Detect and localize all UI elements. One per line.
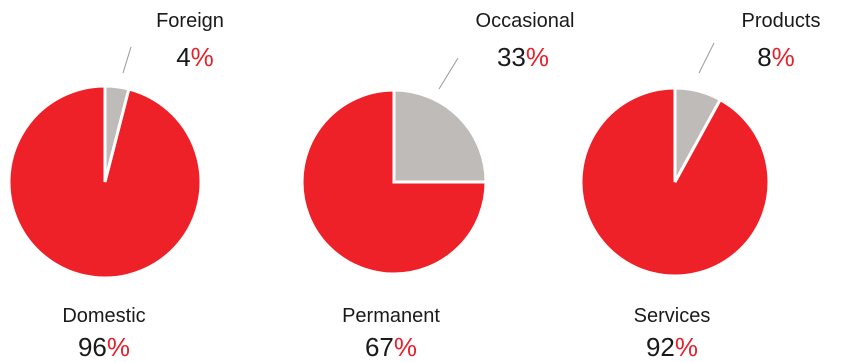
pie-2-minor-label: Occasional — [476, 10, 575, 32]
pie-chart-3: Products 8% Services 92% — [579, 10, 821, 362]
pie-1-leader-line — [122, 46, 132, 74]
pie-3-leader-line — [698, 42, 715, 74]
pie-2-slice-permanent — [300, 88, 488, 276]
pie-chart-2: Occasional 33% Permanent 67% — [300, 10, 575, 362]
pie-2-major-value: 67% — [365, 332, 417, 362]
pie-3-slice-services — [579, 86, 771, 278]
pie-3-minor-value: 8% — [757, 42, 795, 72]
pie-3-major-label: Services — [634, 305, 711, 327]
pie-1-minor-label: Foreign — [156, 10, 224, 32]
pie-3-minor-label: Products — [742, 10, 821, 32]
pie-1-slices — [7, 84, 203, 280]
pie-chart-1: Foreign 4% Domestic 96% — [7, 10, 224, 362]
pie-2-major-label: Permanent — [342, 305, 440, 327]
pie-2-leader-line — [438, 57, 459, 90]
pie-1-major-value: 96% — [78, 332, 130, 362]
pie-1-slice-domestic — [7, 84, 203, 280]
pie-3-major-value: 92% — [646, 332, 698, 362]
pie-2-slices — [300, 88, 488, 276]
pie-1-minor-value: 4% — [176, 42, 214, 72]
pie-3-slices — [579, 86, 771, 278]
pie-2-minor-value: 33% — [497, 42, 549, 72]
pie-1-major-label: Domestic — [62, 305, 145, 327]
pie-2-slice-occasional — [392, 88, 488, 184]
